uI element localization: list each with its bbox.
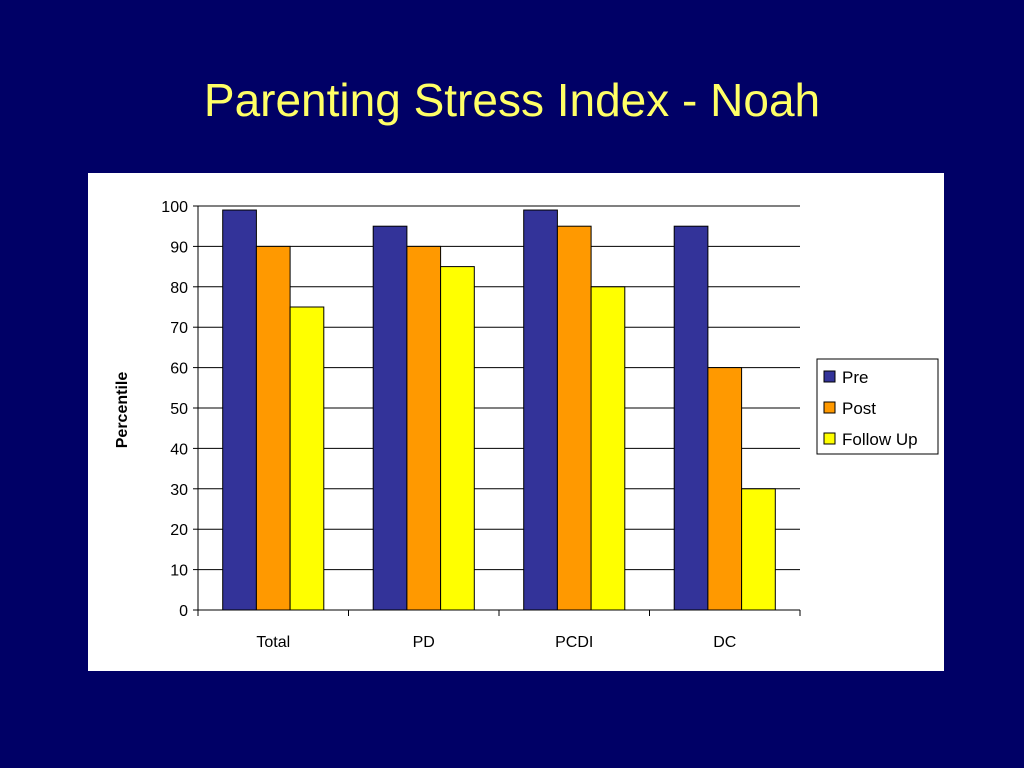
legend: Pre Post Follow Up — [816, 358, 939, 455]
chart-area: 0 10 20 30 40 50 60 70 80 90 100 Total PD PCDI DC Perc… — [88, 173, 944, 671]
axes: 0 10 20 30 40 50 60 70 80 90 100 Total PD PCDI DC — [161, 199, 801, 651]
y-axis-label: Percentile — [114, 372, 131, 449]
slide-title: Parenting Stress Index - Noah — [203, 74, 821, 126]
bar — [673, 225, 709, 611]
bar — [556, 225, 592, 611]
y-tick-label: 40 — [170, 441, 188, 458]
legend-label: Post — [842, 399, 876, 418]
y-tick-label: 20 — [170, 522, 188, 539]
bar — [222, 209, 257, 611]
legend-label: Follow Up — [842, 430, 918, 449]
bar — [289, 306, 325, 611]
legend-swatch — [823, 401, 836, 414]
bars — [222, 209, 776, 611]
legend-swatch — [823, 370, 836, 383]
y-tick-label: 0 — [179, 603, 188, 620]
y-tick-label: 80 — [170, 280, 188, 297]
bar — [440, 266, 475, 611]
bar — [406, 245, 442, 611]
bar — [255, 245, 291, 611]
bar — [372, 225, 408, 611]
legend-label: Pre — [842, 368, 868, 387]
legend-swatch — [823, 432, 836, 445]
y-tick-label: 30 — [170, 482, 188, 499]
y-tick-label: 60 — [170, 361, 188, 378]
bar-chart: 0 10 20 30 40 50 60 70 80 90 100 Total PD PCDI DC Perc… — [114, 199, 939, 651]
y-tick-label: 10 — [170, 563, 188, 580]
x-tick-label: Total — [256, 634, 290, 651]
y-tick-label: 100 — [161, 199, 188, 216]
y-tick-label: 50 — [170, 401, 188, 418]
x-tick-label: PD — [413, 634, 435, 651]
bar — [523, 209, 558, 611]
x-tick-label: PCDI — [555, 634, 593, 651]
y-tick-label: 70 — [170, 320, 188, 337]
bar — [707, 367, 743, 611]
legend-box — [816, 358, 939, 455]
bar — [590, 286, 626, 611]
y-tick-label: 90 — [170, 239, 188, 256]
bar — [741, 488, 776, 611]
x-tick-label: DC — [713, 634, 736, 651]
